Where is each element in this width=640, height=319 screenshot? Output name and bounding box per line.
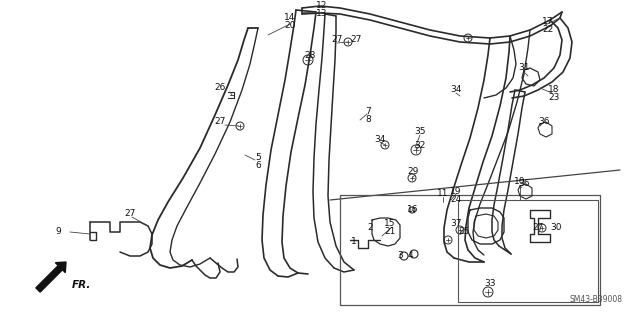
- Text: 20: 20: [284, 21, 296, 31]
- Text: 27: 27: [532, 224, 544, 233]
- Text: 28: 28: [304, 50, 316, 60]
- Text: 35: 35: [414, 128, 426, 137]
- Text: 12: 12: [316, 2, 328, 11]
- Text: 14: 14: [284, 13, 296, 23]
- Text: 7: 7: [365, 108, 371, 116]
- Text: 30: 30: [550, 224, 562, 233]
- Text: 27: 27: [350, 35, 362, 44]
- Text: 9: 9: [55, 227, 61, 236]
- FancyArrow shape: [36, 262, 66, 292]
- Text: 1: 1: [351, 238, 357, 247]
- Text: 2: 2: [367, 224, 373, 233]
- Text: 36: 36: [538, 117, 550, 127]
- Text: 10: 10: [515, 177, 525, 187]
- Text: 37: 37: [451, 219, 461, 228]
- Text: 15: 15: [384, 219, 396, 228]
- Text: 17: 17: [542, 18, 554, 26]
- Text: 4: 4: [407, 251, 413, 261]
- Text: 34: 34: [374, 136, 386, 145]
- Text: 36: 36: [518, 180, 530, 189]
- Text: 32: 32: [414, 140, 426, 150]
- Text: 19: 19: [451, 188, 461, 197]
- Text: 22: 22: [542, 26, 554, 34]
- Text: 13: 13: [316, 10, 328, 19]
- Text: 27: 27: [124, 210, 136, 219]
- Text: 23: 23: [548, 93, 560, 102]
- Text: 27: 27: [332, 35, 342, 44]
- Text: 16: 16: [407, 205, 419, 214]
- Text: 27: 27: [214, 117, 226, 127]
- Text: 3: 3: [397, 251, 403, 261]
- Text: 29: 29: [407, 167, 419, 176]
- Text: 18: 18: [548, 85, 560, 94]
- Text: FR.: FR.: [72, 280, 92, 290]
- Text: 34: 34: [451, 85, 461, 94]
- Text: 8: 8: [365, 115, 371, 124]
- Text: SM43-B39008: SM43-B39008: [570, 295, 623, 305]
- Text: 31: 31: [518, 63, 530, 72]
- Text: 21: 21: [384, 227, 396, 236]
- Text: 11: 11: [437, 189, 449, 198]
- Text: 5: 5: [255, 153, 261, 162]
- Text: 24: 24: [451, 196, 461, 204]
- Text: 25: 25: [458, 227, 470, 236]
- Text: 26: 26: [214, 84, 226, 93]
- Text: 33: 33: [484, 279, 496, 288]
- Text: 6: 6: [255, 161, 261, 170]
